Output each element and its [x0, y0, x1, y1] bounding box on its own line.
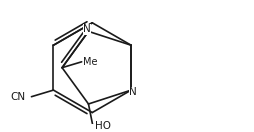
Text: N: N: [83, 24, 91, 34]
Text: N: N: [129, 87, 137, 97]
Text: HO: HO: [95, 121, 111, 131]
Text: CN: CN: [10, 92, 25, 102]
Text: Me: Me: [83, 57, 98, 67]
